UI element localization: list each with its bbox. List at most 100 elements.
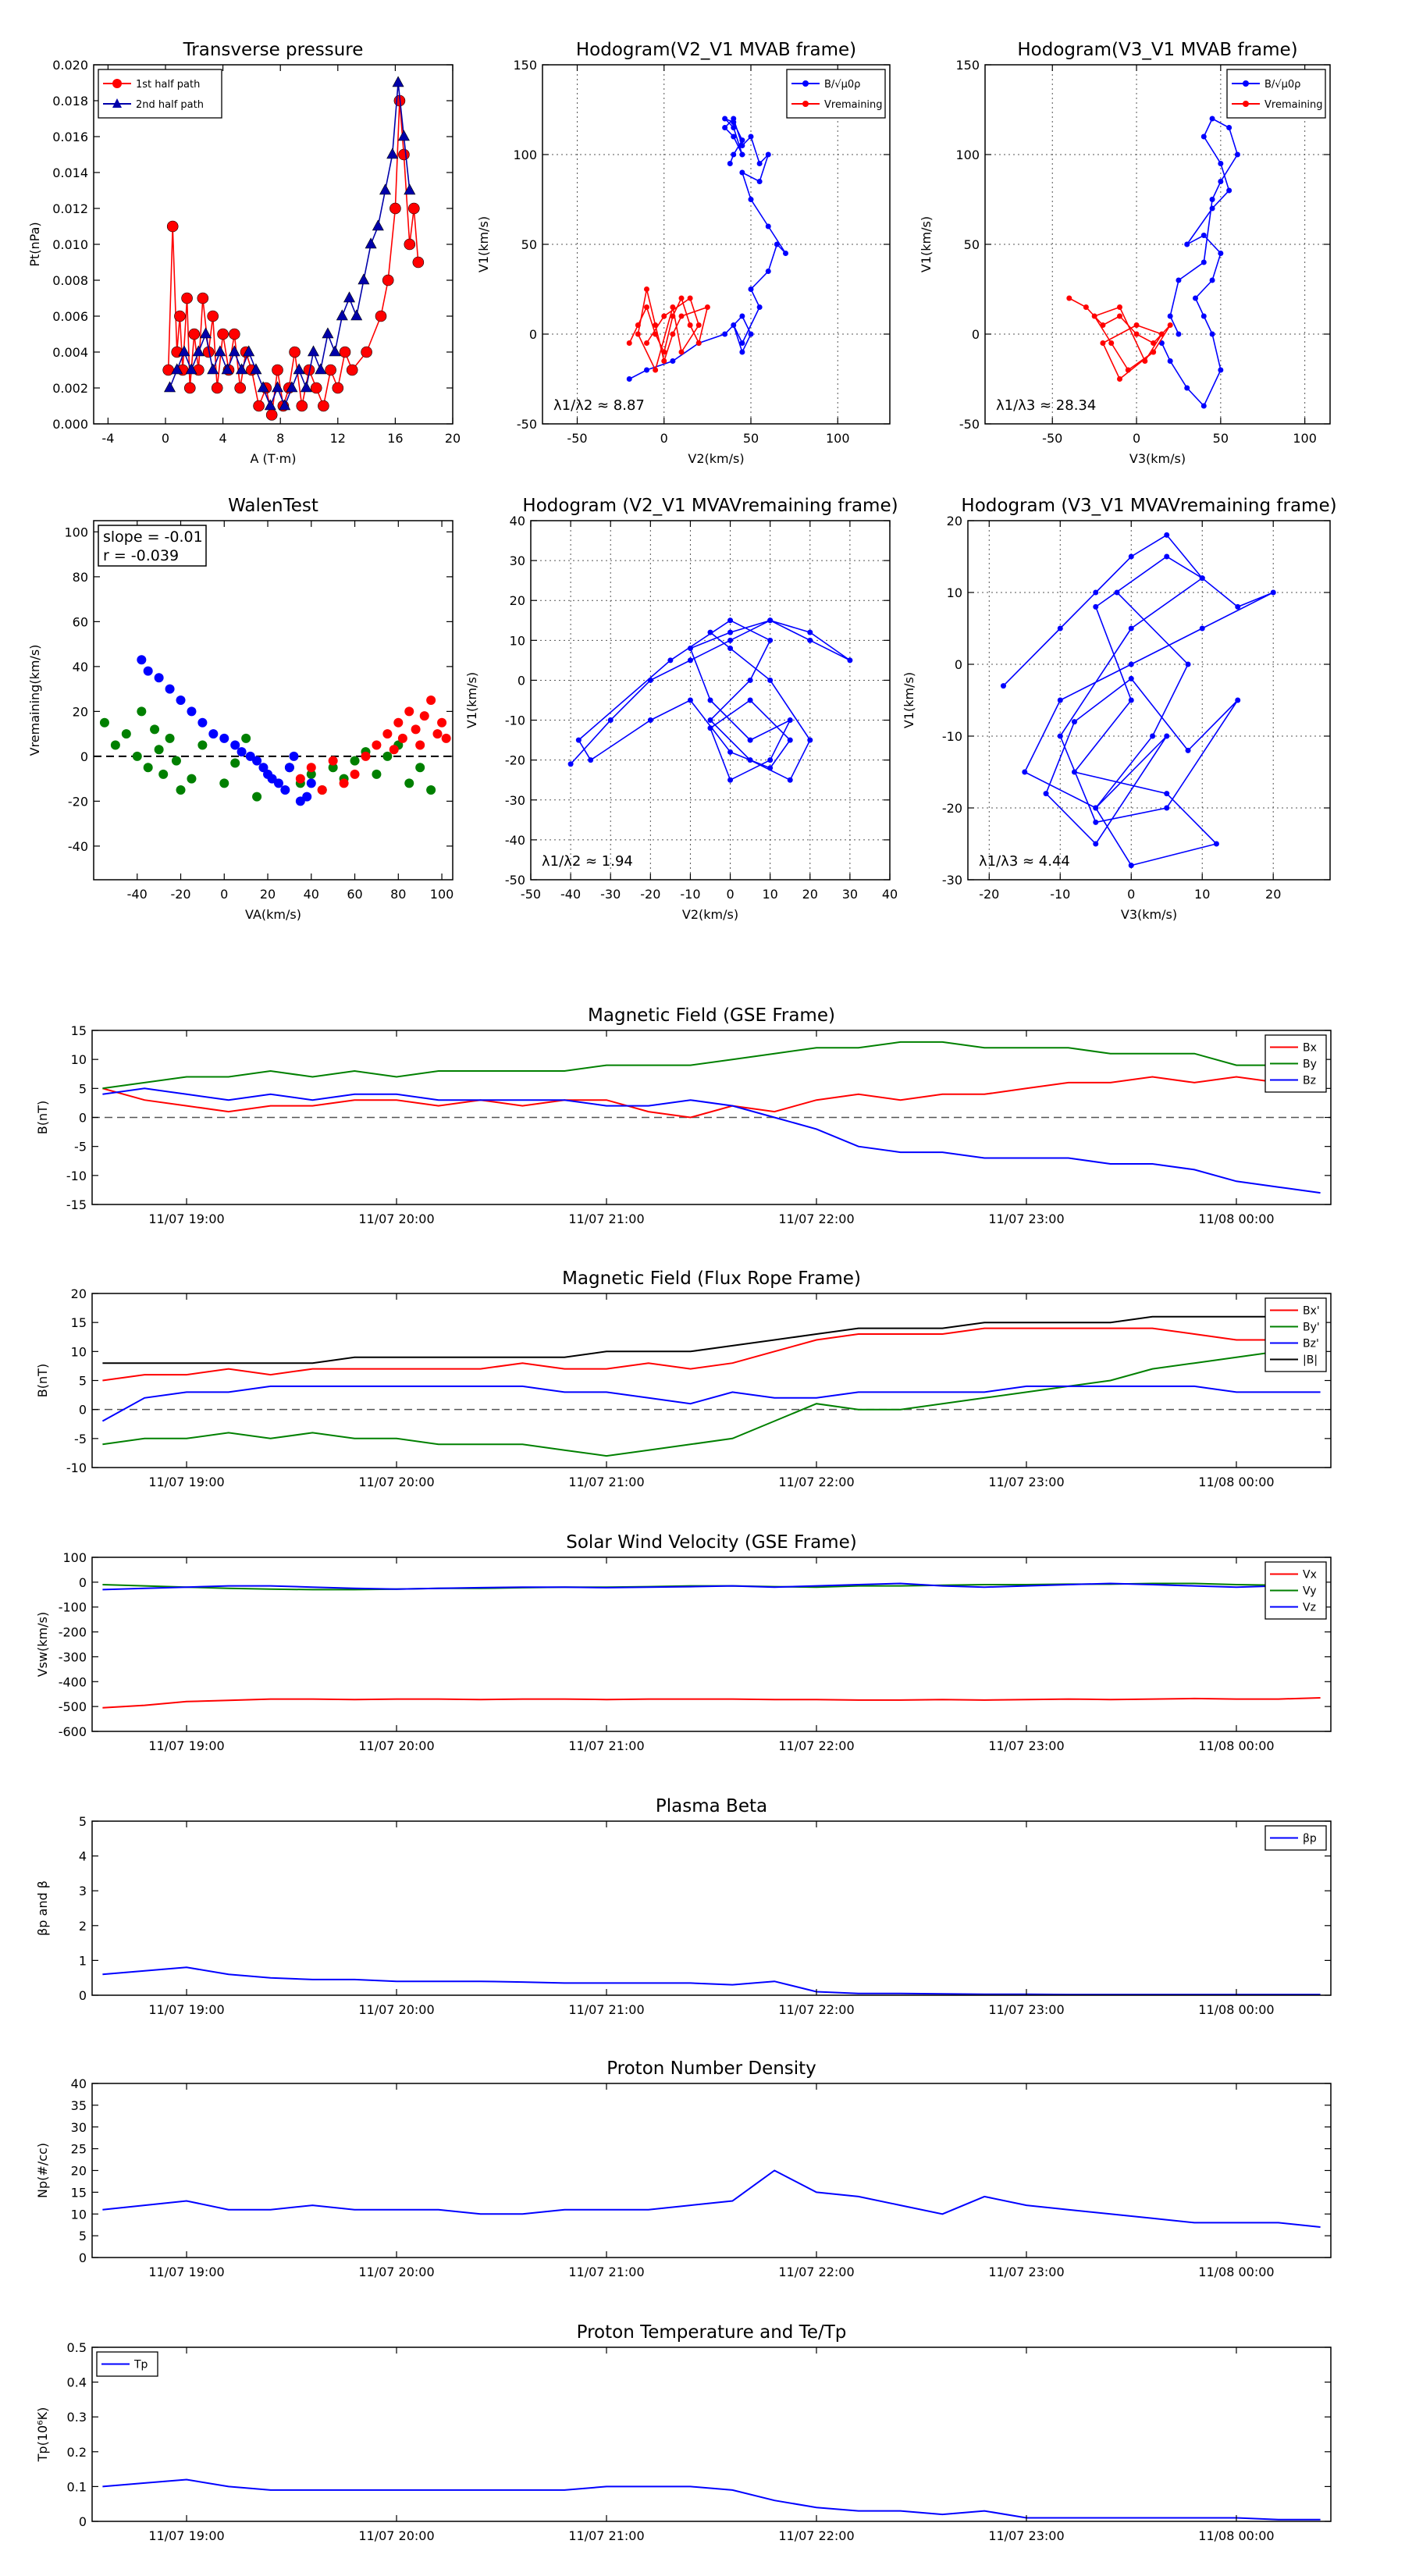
data-point — [411, 724, 421, 735]
y-tick-label: 0.5 — [67, 2340, 87, 2355]
y-tick-label: -500 — [59, 1699, 87, 1714]
x-tick-label: 11/07 23:00 — [988, 1212, 1064, 1226]
data-point — [626, 376, 632, 382]
data-point — [219, 778, 229, 788]
data-point — [670, 331, 676, 337]
data-point — [252, 792, 262, 802]
legend: Bx By Bz — [1264, 1034, 1327, 1093]
data-point — [707, 697, 713, 703]
data-point — [687, 697, 693, 703]
data-point — [1200, 233, 1207, 238]
data-point — [265, 409, 278, 421]
plot-area — [567, 617, 853, 783]
y-tick-label: 40 — [510, 514, 525, 528]
chart-tpr: 11/07 19:00 11/07 20:00 11/07 21:00 11/07 2… — [35, 2322, 1332, 2543]
x-tick-label: 11/07 19:00 — [148, 2002, 224, 2017]
data-point — [661, 358, 667, 364]
data-point — [272, 381, 284, 393]
data-point — [284, 763, 294, 773]
data-point — [647, 677, 653, 683]
data-point — [1209, 116, 1215, 122]
data-point — [165, 733, 175, 743]
data-point — [1167, 322, 1173, 328]
y-tick-label: -50 — [517, 417, 537, 432]
y-tick-label: 100 — [64, 525, 88, 539]
y-axis-label: V1(km/s) — [902, 672, 916, 728]
x-tick-label: 100 — [1293, 431, 1317, 446]
y-tick-label: 0.020 — [52, 58, 88, 73]
data-point — [1093, 603, 1099, 610]
x-tick-label: 4 — [219, 431, 227, 446]
series-line-0 — [102, 2169, 1321, 2228]
x-tick-label: 50 — [1213, 431, 1229, 446]
data-point — [1151, 340, 1157, 346]
x-tick-label: 80 — [390, 887, 406, 902]
series-line-0 — [102, 1076, 1321, 1119]
data-point — [644, 367, 649, 373]
chart-title: Hodogram(V3_V1 MVAB frame) — [1017, 40, 1297, 60]
plot-frame — [91, 2083, 1332, 2258]
data-point — [1128, 553, 1134, 560]
data-point — [372, 740, 382, 750]
data-point — [237, 747, 247, 757]
legend: Bx' By' Bz' |B| — [1264, 1297, 1327, 1372]
data-point — [1057, 733, 1063, 739]
data-point — [644, 286, 649, 292]
y-axis-label: Pt(nPa) — [27, 222, 42, 266]
data-point — [1185, 661, 1191, 667]
x-tick-label: 10 — [762, 887, 777, 902]
y-axis-label: Tp(10⁶K) — [35, 2407, 50, 2463]
data-point — [807, 629, 813, 635]
legend: Tp — [96, 2351, 158, 2377]
x-tick-label: -20 — [640, 887, 660, 902]
plot-frame — [91, 1820, 1332, 1996]
x-tick-label: 0 — [660, 431, 668, 446]
data-point — [1142, 358, 1148, 364]
data-point — [306, 769, 316, 779]
data-point — [329, 345, 341, 357]
series-line-0 — [102, 2478, 1321, 2521]
data-point — [174, 310, 186, 322]
chart-h2: -50 0 50 100 -50 0 50 100 150 Hodogram(V3_V1 MVAB… — [919, 40, 1331, 466]
legend-marker — [112, 98, 122, 108]
data-point — [322, 327, 334, 339]
x-tick-label: 10 — [1194, 887, 1210, 902]
data-point — [807, 637, 813, 643]
data-point — [279, 399, 291, 411]
data-point — [432, 729, 443, 739]
y-tick-label: 5 — [79, 1814, 87, 1829]
legend-label: Vremaining — [824, 99, 883, 111]
y-tick-label: 10 — [71, 1344, 87, 1359]
data-point — [1133, 331, 1140, 337]
data-point — [1270, 589, 1276, 596]
data-point — [230, 758, 240, 768]
y-tick-label: 0.2 — [67, 2445, 87, 2460]
series-line-1 — [102, 1350, 1321, 1457]
legend-label: 2nd half path — [136, 99, 204, 111]
x-axis-label: V3(km/s) — [1121, 907, 1177, 922]
data-point — [1164, 791, 1170, 797]
y-tick-label: 100 — [513, 148, 537, 162]
data-point — [143, 666, 153, 676]
data-point — [1114, 589, 1120, 596]
y-tick-label: -40 — [68, 839, 88, 854]
data-point — [739, 137, 745, 144]
data-point — [1218, 179, 1224, 184]
data-point — [653, 322, 659, 328]
data-point — [1199, 625, 1205, 632]
lambda-ratio: λ1/λ3 ≈ 28.34 — [996, 397, 1096, 414]
data-point — [1234, 151, 1240, 158]
data-point — [1133, 322, 1140, 328]
y-tick-label: 10 — [71, 1052, 87, 1067]
data-point — [670, 313, 676, 319]
data-point — [1226, 125, 1232, 130]
data-point — [1093, 589, 1099, 596]
x-tick-label: 11/08 00:00 — [1198, 2528, 1274, 2543]
data-point — [372, 219, 384, 231]
data-point — [1193, 295, 1199, 301]
series-line-0 — [102, 1697, 1321, 1709]
x-tick-label: 11/08 00:00 — [1198, 2265, 1274, 2279]
y-tick-label: -20 — [942, 801, 962, 816]
data-point — [243, 345, 255, 357]
data-point — [644, 340, 649, 346]
